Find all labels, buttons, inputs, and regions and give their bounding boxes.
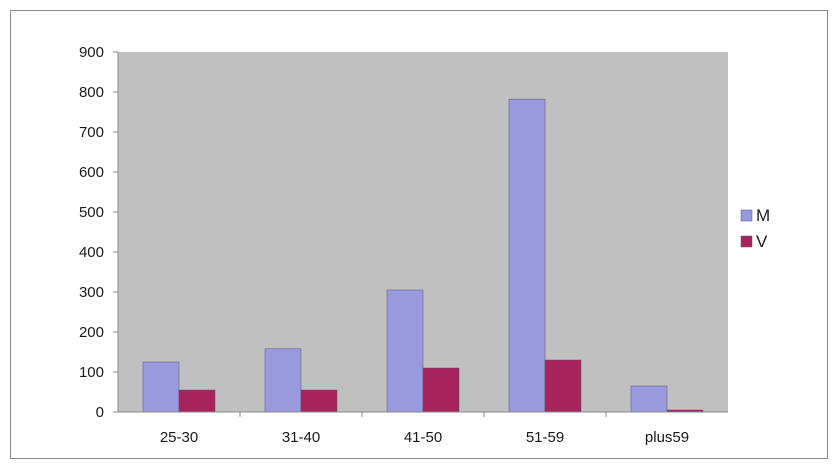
legend-swatch-M [740,209,753,222]
bar-M-25-30 [142,361,180,413]
x-tick-label: 41-50 [404,429,442,446]
legend-swatch-V [740,235,753,248]
bar-M-41-50 [386,289,424,413]
y-tick-label: 200 [79,324,104,341]
legend-label-M: M [756,206,770,225]
y-ticks-group: 0 100 200 300 400 500 600 700 800 900 [79,44,118,421]
x-tick-label: 31-40 [282,429,320,446]
x-tick-label: 25-30 [160,429,198,446]
y-tick-label: 900 [79,44,104,61]
bar-V-25-30 [178,389,216,413]
bar-V-31-40 [300,389,338,413]
legend: MV [740,206,770,251]
bars-group [142,98,704,413]
y-tick-label: 600 [79,164,104,181]
y-tick-label: 500 [79,204,104,221]
bar-M-31-40 [264,348,302,413]
bar-V-41-50 [422,367,460,413]
x-ticks-group: 25-30 31-40 41-50 51-59 plus59 [160,412,689,446]
bar-M-51-59 [508,98,546,413]
x-tick-label: 51-59 [526,429,564,446]
y-tick-label: 800 [79,84,104,101]
y-tick-label: 400 [79,244,104,261]
y-tick-label: 100 [79,364,104,381]
legend-label-V: V [756,232,768,251]
bar-M-plus59 [630,385,668,413]
y-tick-label: 300 [79,284,104,301]
y-tick-label: 700 [79,124,104,141]
bar-V-51-59 [544,359,582,413]
y-tick-label: 0 [96,404,104,421]
x-tick-label: plus59 [645,429,689,446]
